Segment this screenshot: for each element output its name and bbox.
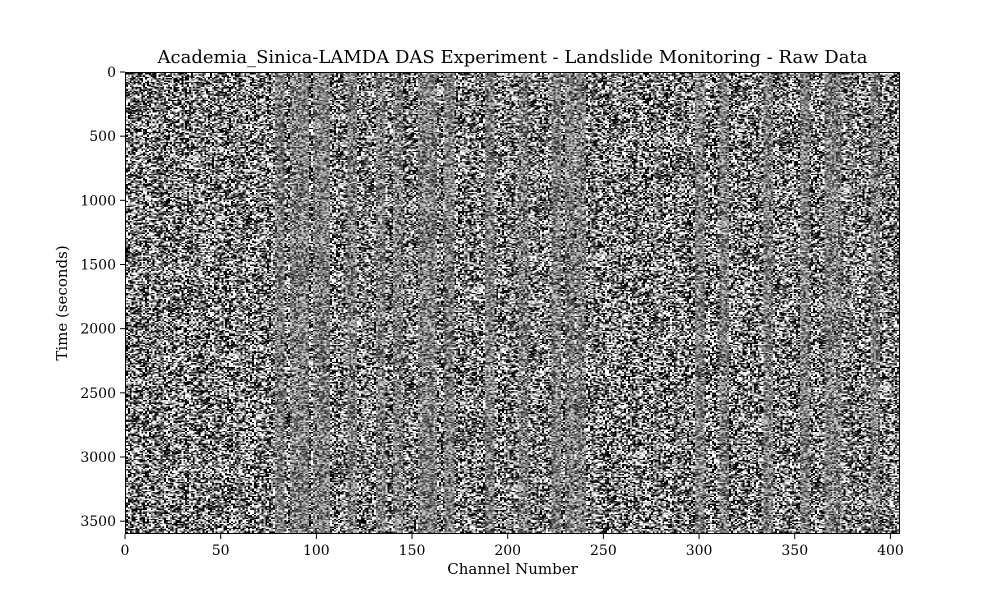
- y-tick-label: 3500: [80, 514, 116, 530]
- x-tick-label: 0: [121, 543, 130, 559]
- x-tick-label: 400: [877, 543, 904, 559]
- y-tick-label: 500: [89, 129, 116, 145]
- x-tick-label: 200: [494, 543, 521, 559]
- heatmap-image: [126, 73, 899, 533]
- y-tick-label: 1500: [80, 258, 116, 274]
- y-axis-ticks: 0 500 1000 1500 2000 2500 3000 3500: [80, 65, 125, 530]
- x-axis-label: Channel Number: [447, 560, 578, 578]
- y-tick-label: 0: [107, 65, 116, 81]
- y-tick-label: 3000: [80, 450, 116, 466]
- y-tick-label: 1000: [80, 193, 116, 209]
- y-tick-label: 2000: [80, 322, 116, 338]
- x-axis-ticks: 0 50 100 150 200 250 300 350 400: [121, 534, 904, 559]
- x-tick-label: 100: [303, 543, 330, 559]
- x-tick-label: 300: [686, 543, 713, 559]
- y-tick-label: 2500: [80, 386, 116, 402]
- x-tick-label: 150: [399, 543, 426, 559]
- y-axis-label: Time (seconds): [53, 245, 71, 361]
- x-tick-label: 250: [590, 543, 617, 559]
- x-tick-label: 50: [212, 543, 230, 559]
- plot-area: [125, 72, 900, 534]
- x-tick-label: 350: [781, 543, 808, 559]
- chart-title: Academia_Sinica-LAMDA DAS Experiment - L…: [157, 47, 868, 68]
